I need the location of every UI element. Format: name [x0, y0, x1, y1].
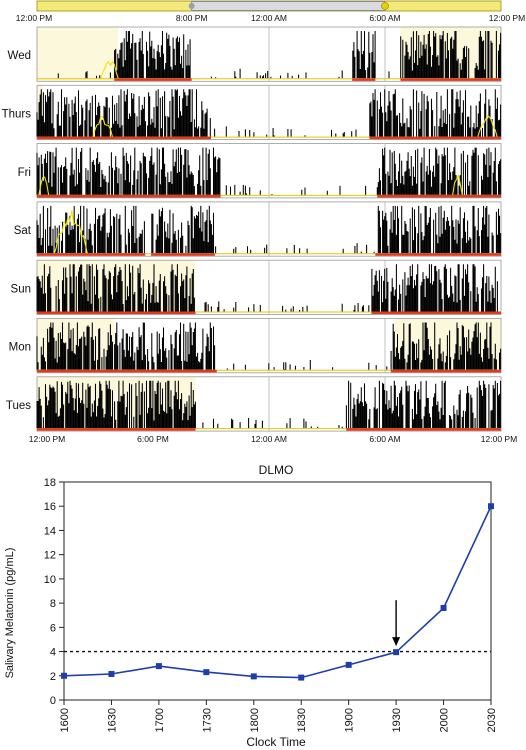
light-exposure-trace: [53, 210, 88, 254]
day-label: Tues: [6, 400, 31, 412]
series-line: [63, 505, 492, 679]
y-tick-label: 10: [44, 574, 56, 586]
day-label: Mon: [9, 342, 31, 354]
x-tick-label: 1730: [201, 708, 213, 732]
x-tick-label: 1900: [344, 708, 356, 732]
activity-bars: [36, 89, 502, 137]
actogram-day-row: Wed: [8, 26, 502, 82]
actogram-top-axis: 12:00 PM 8:00 PM 12:00 AM 6:00 AM 12:00 PM: [16, 13, 525, 23]
dlmo-plot-area: 0 2 4 6 8 10 12 14 16 18 1600 1630 1700 1730 1800 1830 1…: [44, 477, 498, 732]
activity-bars: [36, 147, 502, 195]
top-axis-tick-label: 12:00 AM: [251, 13, 287, 23]
light-exposure-trace: [92, 115, 498, 137]
data-point: [61, 672, 67, 679]
activity-bars: [57, 31, 502, 79]
activity-bars: [36, 322, 502, 370]
y-tick-label: 6: [50, 622, 56, 634]
active-period-bar: [37, 253, 146, 256]
day-label: Sat: [14, 225, 32, 237]
data-point: [203, 669, 210, 676]
active-period-bar: [114, 78, 192, 81]
bottom-axis-tick-label: 12:00 PM: [29, 434, 65, 444]
active-period-bar: [375, 253, 501, 256]
y-tick-label: 16: [44, 501, 56, 513]
x-tick-label: 1800: [249, 708, 261, 732]
active-period-bar: [37, 136, 211, 140]
x-tick-label: 1630: [106, 708, 118, 732]
y-axis-label: Salivary Melatonin (pg/mL): [4, 548, 16, 679]
top-axis-tick-label: 12:00 PM: [489, 13, 525, 23]
dlmo-chart: DLMO Salivary Melatonin (pg/mL) Clock Ti…: [4, 463, 498, 749]
actogram-day-row: Sun: [11, 259, 502, 315]
data-point: [108, 670, 115, 677]
actogram-chart: 12:00 PM 8:00 PM 12:00 AM 6:00 AM 12:00 PM W…: [2, 0, 525, 444]
data-point: [298, 674, 305, 681]
overview-window-handle: [191, 1, 386, 11]
active-period-bar: [37, 369, 217, 373]
x-axis-label: Clock Time: [246, 735, 306, 749]
actogram-bottom-axis: 12:00 PM 6:00 PM 12:00 AM 6:00 AM 12:00 PM: [29, 434, 517, 444]
day-label: Wed: [8, 50, 31, 62]
bottom-axis-tick-label: 12:00 AM: [251, 434, 287, 444]
top-axis-tick-label: 8:00 PM: [176, 13, 208, 23]
actogram-day-row: Fri: [18, 143, 502, 199]
activity-bars: [36, 380, 502, 429]
active-period-bar: [369, 136, 501, 140]
y-tick-label: 4: [50, 647, 56, 659]
y-tick-label: 12: [44, 550, 56, 562]
light-phase-band: [37, 27, 119, 82]
x-tick-label: 1830: [296, 708, 308, 732]
data-point: [250, 673, 257, 680]
actogram-day-row: Thurs: [2, 84, 502, 141]
x-tick-label: 1930: [391, 708, 403, 732]
light-exposure-trace: [100, 60, 119, 79]
activity-bars: [36, 205, 502, 254]
x-tick-label: 2030: [486, 708, 498, 732]
chart-title: DLMO: [259, 463, 294, 477]
x-tick-label: 1700: [154, 708, 166, 732]
top-axis-tick-label: 12:00 PM: [16, 13, 52, 23]
dlmo-arrow-icon: [392, 637, 401, 647]
actogram-day-row: Mon: [9, 318, 502, 374]
actogram-day-row: Sat: [14, 201, 502, 257]
sun-icon: [381, 2, 389, 10]
data-point: [155, 663, 162, 670]
active-period-bar: [400, 78, 501, 81]
day-label: Thurs: [2, 108, 32, 120]
active-period-bar: [371, 311, 501, 315]
active-period-bar: [151, 253, 215, 256]
day-label: Fri: [18, 167, 31, 179]
active-period-bar: [37, 311, 196, 315]
bottom-axis-tick-label: 6:00 AM: [369, 434, 400, 444]
activity-bars: [36, 264, 498, 312]
active-period-bar: [37, 194, 221, 198]
day-label: Sun: [11, 283, 31, 295]
y-tick-label: 14: [44, 525, 56, 537]
active-period-bar: [346, 428, 501, 431]
x-tick-label: 2000: [439, 708, 451, 732]
data-point: [488, 503, 494, 510]
active-period-bar: [390, 369, 501, 373]
actogram-day-row: Tues: [6, 376, 502, 432]
top-axis-tick-label: 6:00 AM: [369, 13, 400, 23]
plot-frame: [63, 481, 492, 701]
y-tick-label: 18: [44, 477, 56, 489]
bottom-axis-tick-label: 6:00 PM: [137, 434, 169, 444]
handle-left-icon: [188, 3, 195, 9]
bottom-axis-tick-label: 12:00 PM: [481, 434, 517, 444]
y-tick-label: 8: [50, 598, 56, 610]
actogram-rows: Wed Thurs Fri Sat Sun Mon Tues: [2, 26, 502, 432]
active-period-bar: [377, 194, 501, 198]
x-tick-label: 1600: [59, 708, 71, 732]
data-point: [440, 604, 447, 611]
actogram-top-scrollbar[interactable]: [36, 0, 502, 12]
active-period-bar: [352, 78, 376, 81]
data-point: [345, 661, 352, 668]
light-exposure-trace: [38, 173, 463, 196]
y-tick-label: 2: [50, 671, 56, 683]
data-point: [393, 649, 400, 656]
active-period-bar: [37, 428, 196, 431]
y-tick-label: 0: [50, 695, 56, 707]
